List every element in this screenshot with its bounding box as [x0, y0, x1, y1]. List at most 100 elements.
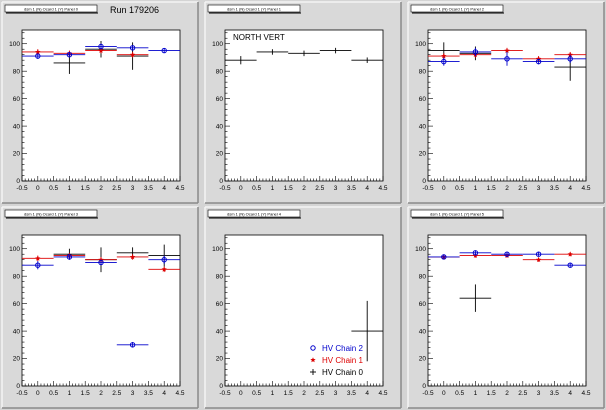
x-tick-label: 3.5 [347, 185, 356, 192]
x-tick-label: -0.5 [16, 185, 28, 192]
data-point [148, 266, 180, 273]
panel-title-frame [207, 209, 301, 218]
y-tick-label: 40 [216, 328, 224, 335]
y-tick-label: 100 [415, 246, 426, 253]
x-tick-label: 0 [239, 390, 243, 397]
y-tick-label: 80 [13, 68, 21, 75]
series-chain0 [459, 284, 492, 312]
y-tick-label: 20 [419, 356, 427, 363]
panel-title-box: dsm 1 (N) Ocard 1 (Y) Panel 4 [207, 209, 301, 219]
x-tick-label: 1 [271, 185, 275, 192]
y-tick-label: 100 [212, 246, 223, 253]
x-tick-label: 4 [365, 390, 369, 397]
y-tick-label: 20 [13, 151, 21, 158]
panel-annotation: NORTH VERT [233, 33, 285, 42]
data-point [351, 57, 383, 63]
data-point [288, 50, 320, 57]
marker-star [129, 51, 136, 57]
marker-circle [567, 56, 573, 62]
x-tick-label: 1 [474, 390, 478, 397]
y-tick-label: 20 [216, 151, 224, 158]
x-tick-label: 3 [131, 390, 135, 397]
data-point [85, 43, 117, 50]
plot-area [224, 234, 384, 387]
data-point [554, 54, 586, 63]
marker-circle [441, 254, 447, 260]
y-tick-label: 20 [419, 151, 427, 158]
x-tick-label: 1 [271, 390, 275, 397]
data-point [459, 47, 492, 57]
x-tick-label: 3.5 [144, 185, 153, 192]
marker-star [98, 47, 104, 53]
x-tick-label: 3.5 [550, 185, 559, 192]
y-tick-label: 100 [415, 41, 426, 48]
panel-title: dsm 1 (N) Ocard 1 (Y) Panel 3 [24, 212, 79, 217]
chart-panel-0: dsm 1 (N) Ocard 1 (Y) Panel 002040608010… [1, 1, 199, 204]
x-tick-label: 4.5 [175, 390, 184, 397]
panel-title-frame [4, 209, 98, 218]
marker-circle [35, 53, 41, 59]
data-point [148, 255, 180, 264]
data-point [22, 255, 54, 262]
x-tick-label: 2 [99, 185, 103, 192]
panel-title: dsm 1 (N) Ocard 1 (Y) Panel 2 [430, 7, 485, 12]
x-tick-label: -0.5 [219, 390, 231, 397]
marker-circle [535, 58, 542, 65]
x-tick-label: 2.5 [315, 185, 324, 192]
legend-label: HV Chain 1 [322, 356, 363, 365]
marker-circle [441, 58, 447, 65]
y-tick-label: 80 [419, 68, 427, 75]
marker-circle [567, 262, 573, 268]
marker-circle [66, 254, 73, 260]
marker-circle [472, 250, 479, 256]
x-tick-label: 4 [568, 390, 572, 397]
y-tick-label: 40 [13, 123, 21, 130]
marker-star [129, 254, 136, 260]
x-tick-label: 4 [365, 185, 369, 192]
x-tick-label: 0 [36, 185, 40, 192]
y-tick-label: 80 [216, 273, 224, 280]
x-tick-label: -0.5 [422, 390, 434, 397]
marker-star [535, 256, 542, 262]
chart-panel-4: dsm 1 (N) Ocard 1 (Y) Panel 402040608010… [204, 206, 402, 409]
x-tick-label: 4 [568, 185, 572, 192]
data-point [522, 251, 555, 257]
marker-star [441, 53, 447, 59]
data-point [53, 51, 86, 58]
data-point [491, 51, 523, 66]
panel-title: dsm 1 (N) Ocard 1 (Y) Panel 5 [430, 212, 485, 217]
y-tick-label: 0 [16, 383, 20, 390]
x-tick-label: 1 [474, 185, 478, 192]
data-point [116, 342, 149, 348]
x-tick-label: 4.5 [175, 185, 184, 192]
x-tick-label: 2.5 [112, 390, 121, 397]
y-tick-label: 60 [216, 96, 224, 103]
x-tick-label: 1.5 [284, 390, 293, 397]
x-tick-label: 2 [302, 390, 306, 397]
data-point [225, 56, 257, 65]
y-tick-label: 80 [419, 273, 427, 280]
marker-star [35, 49, 41, 55]
series-chain2 [22, 254, 180, 348]
marker-circle [35, 262, 41, 268]
marker-circle [504, 56, 510, 62]
panel-title: dsm 1 (N) Ocard 1 (Y) Panel 0 [24, 7, 79, 12]
x-tick-label: 3 [537, 185, 541, 192]
x-tick-label: 3 [334, 390, 338, 397]
panel-title-frame [207, 4, 301, 13]
chart-panel-3: dsm 1 (N) Ocard 1 (Y) Panel 302040608010… [1, 206, 199, 409]
plot-area [427, 234, 587, 387]
panel-title: dsm 1 (N) Ocard 1 (Y) Panel 4 [227, 212, 282, 217]
y-tick-label: 80 [13, 273, 21, 280]
y-tick-label: 60 [13, 301, 21, 308]
x-tick-label: 1.5 [81, 185, 90, 192]
x-tick-label: 3 [537, 390, 541, 397]
legend-entry: HV Chain 0 [310, 368, 363, 377]
marker-circle [161, 257, 167, 263]
panel-title-frame [410, 209, 504, 218]
y-tick-label: 40 [419, 328, 427, 335]
data-point [428, 254, 460, 260]
data-point [116, 45, 149, 51]
data-point [428, 57, 460, 66]
y-tick-label: 100 [212, 41, 223, 48]
